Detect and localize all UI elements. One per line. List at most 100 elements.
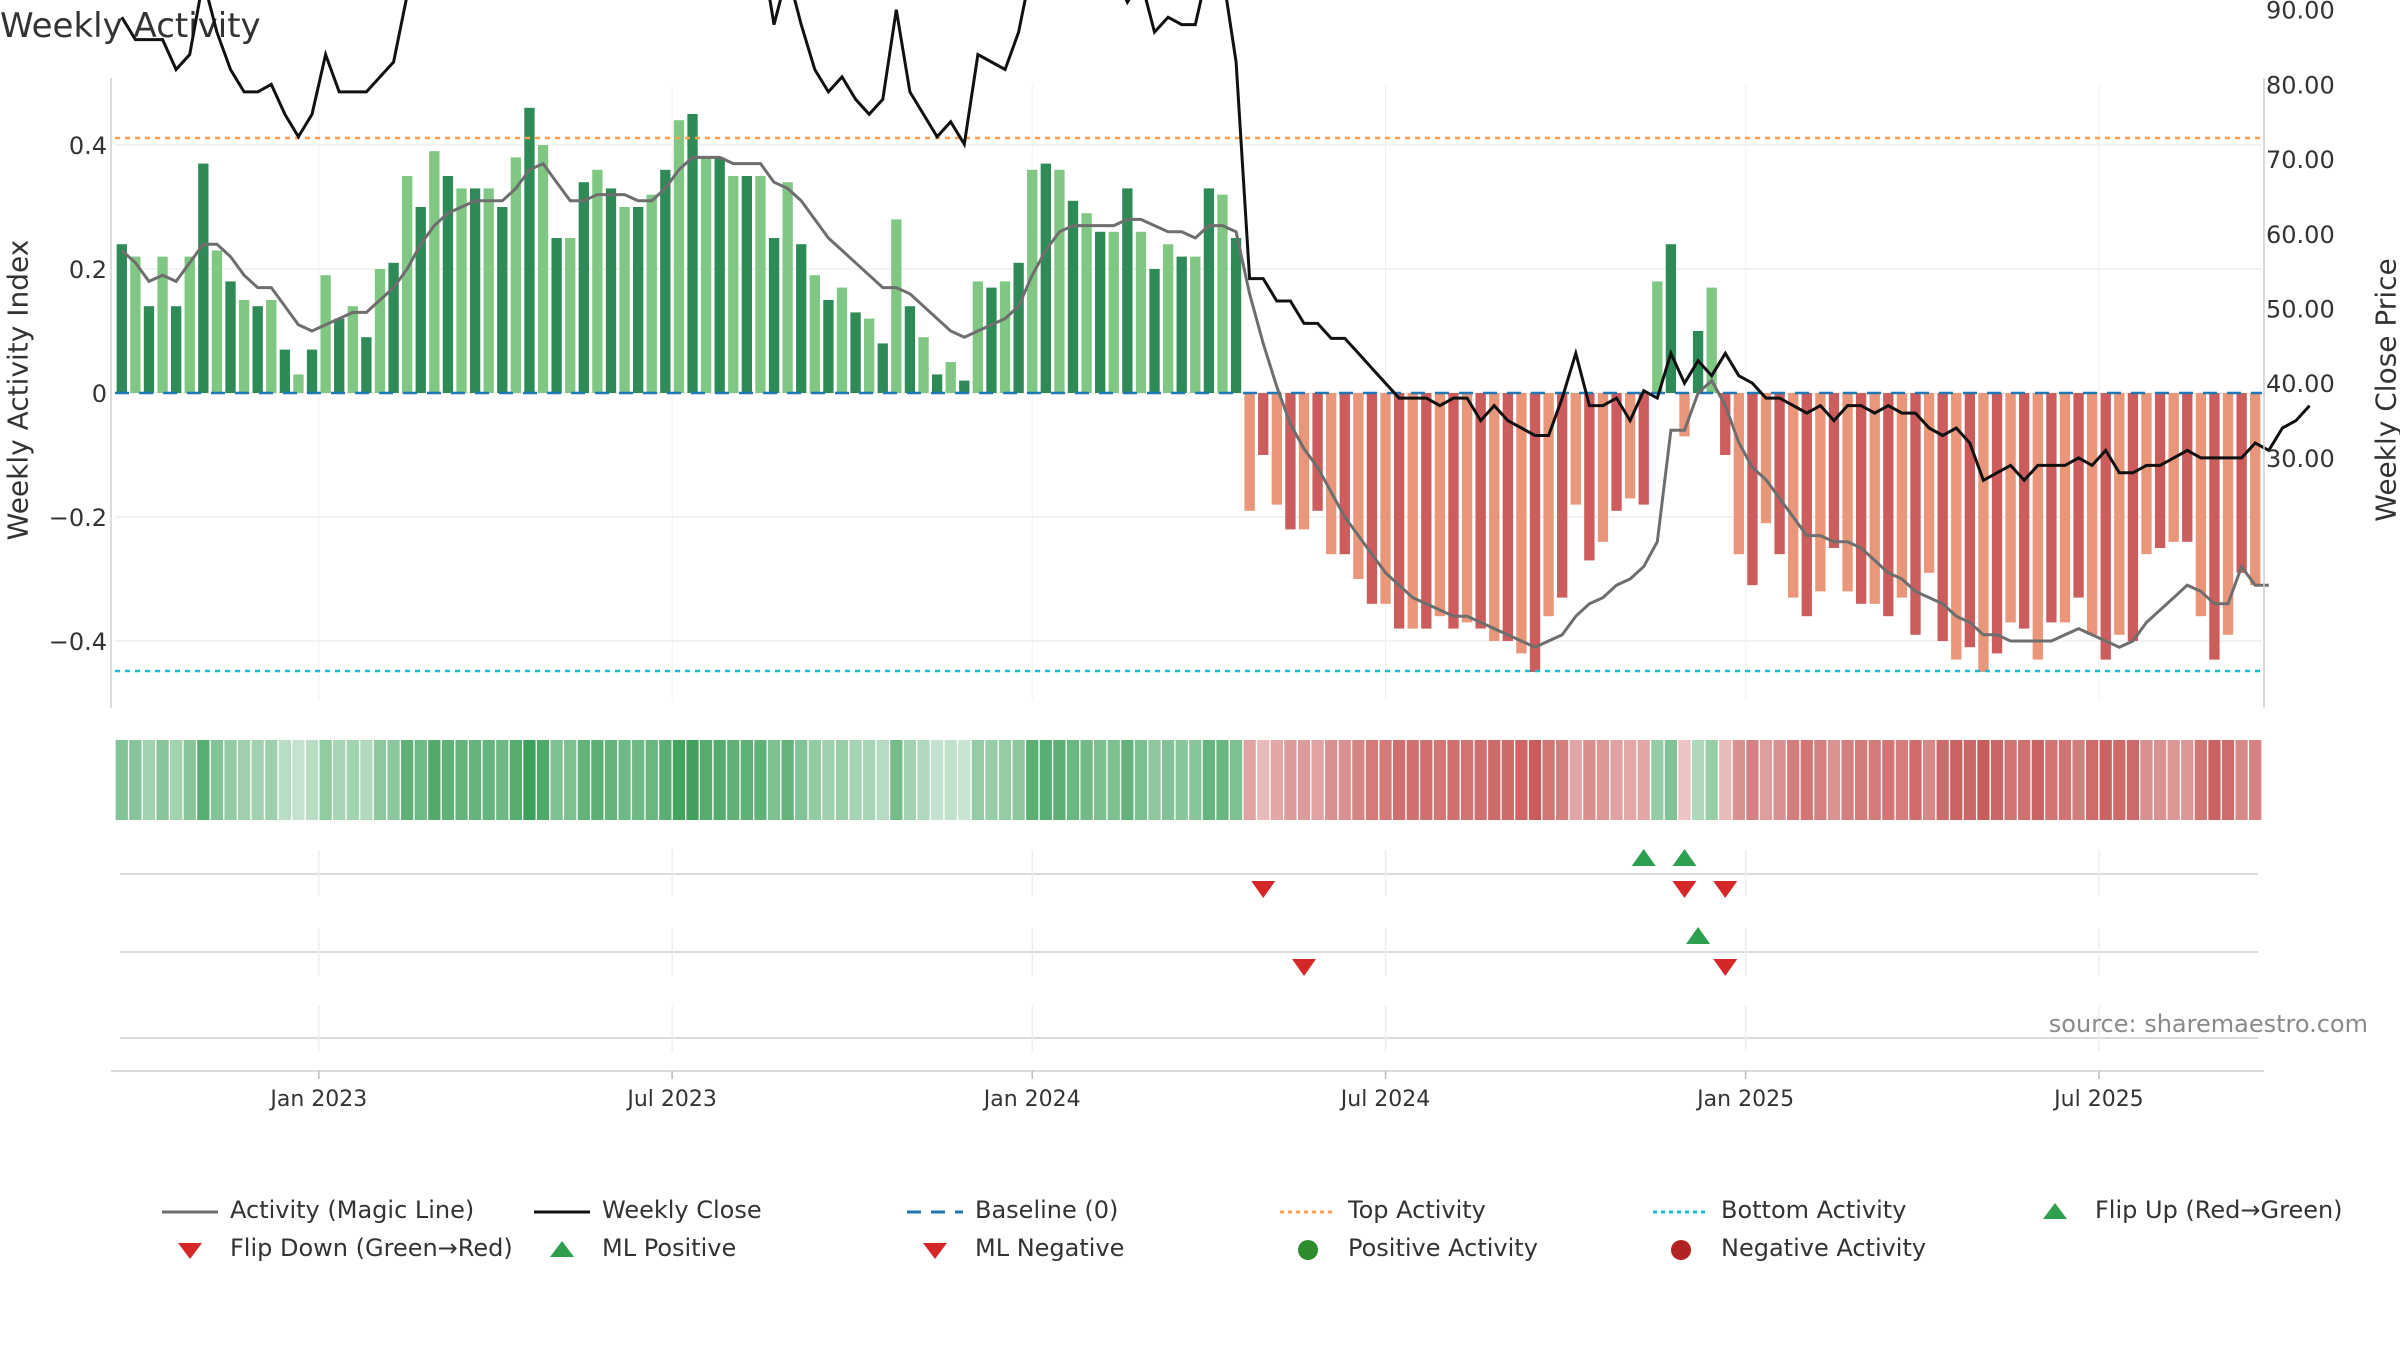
- heat-cell: [1719, 740, 1732, 820]
- activity-bar: [1720, 393, 1731, 455]
- heat-cell: [360, 740, 373, 820]
- activity-bar: [1258, 393, 1269, 455]
- heat-cell: [1841, 740, 1854, 820]
- activity-bar: [1951, 393, 1962, 660]
- legend-swatch-icon: [1278, 1238, 1338, 1260]
- heat-cell: [1393, 740, 1406, 820]
- heat-cell: [1121, 740, 1134, 820]
- activity-bar: [1217, 194, 1228, 393]
- heat-cell: [428, 740, 441, 820]
- heat-cell: [618, 740, 631, 820]
- heat-cell: [1691, 740, 1705, 820]
- x-tick-label: Jan 2025: [1695, 1087, 1794, 1112]
- heat-cell: [292, 740, 305, 820]
- activity-bar: [1393, 393, 1405, 629]
- activity-bar: [1461, 393, 1473, 623]
- activity-bar: [1747, 393, 1758, 586]
- legend-swatch-icon: [1651, 1238, 1711, 1260]
- heat-cell: [441, 740, 455, 820]
- heat-cell: [876, 740, 889, 820]
- heat-cell: [536, 740, 550, 820]
- right-tick-label: 70.00: [2266, 146, 2335, 174]
- heat-cell: [1678, 740, 1691, 820]
- activity-bar: [850, 312, 861, 393]
- heat-cell: [1352, 740, 1365, 820]
- activity-bar: [1529, 393, 1541, 672]
- heat-cell: [468, 740, 482, 820]
- heat-cell: [2031, 740, 2044, 820]
- activity-bar: [891, 219, 902, 393]
- activity-bar: [1665, 244, 1677, 393]
- heat-cell: [795, 740, 808, 820]
- activity-bar: [524, 107, 535, 394]
- legend-label: Positive Activity: [1348, 1234, 1538, 1262]
- activity-bar: [334, 318, 345, 393]
- right-tick-label: 50.00: [2266, 296, 2335, 324]
- x-axis: Jan 2023 Jul 2023 Jan 2024 Jul 2024 Jan 2025…: [111, 1070, 2264, 1112]
- activity-bar: [1774, 393, 1785, 555]
- flip-down-marker: [1251, 881, 1276, 898]
- activity-bar: [2154, 393, 2166, 548]
- heat-cell: [1297, 740, 1311, 820]
- heat-cell: [401, 740, 414, 820]
- legend-item: Negative Activity: [1651, 1234, 1926, 1262]
- heat-cell: [1950, 740, 1963, 820]
- heat-cell: [142, 740, 156, 820]
- heat-cell: [1229, 740, 1243, 820]
- heat-cell: [591, 740, 604, 820]
- activity-bar: [565, 238, 576, 393]
- activity-bar: [877, 343, 888, 393]
- heat-cell: [604, 740, 618, 820]
- activity-bar: [945, 362, 956, 393]
- activity-bar: [1910, 393, 1921, 635]
- heat-cell: [903, 740, 917, 820]
- heat-cell: [496, 740, 509, 820]
- activity-bar: [864, 318, 875, 393]
- heat-cell: [346, 740, 359, 820]
- heat-cell: [482, 740, 495, 820]
- activity-bar: [1244, 393, 1255, 511]
- activity-bar: [2032, 393, 2043, 660]
- activity-bar: [809, 275, 820, 393]
- source-credit: source: sharemaestro.com: [2048, 1010, 2368, 1038]
- activity-bar: [986, 287, 997, 393]
- activity-bar: [1611, 393, 1622, 511]
- activity-bar: [130, 256, 141, 393]
- activity-bar: [2100, 393, 2111, 660]
- flip-down-marker: [1713, 881, 1738, 898]
- activity-bar: [293, 374, 304, 393]
- heat-cell: [1365, 740, 1379, 820]
- legend-label: ML Positive: [602, 1234, 737, 1262]
- activity-bar: [116, 244, 127, 393]
- heat-cell: [265, 740, 278, 820]
- magic-line: [120, 155, 2269, 649]
- left-tick-label: −0.2: [49, 504, 107, 532]
- heat-cell: [713, 740, 726, 820]
- activity-bar: [646, 194, 657, 393]
- heat-cell: [740, 740, 753, 820]
- heat-cell: [835, 740, 849, 820]
- heat-cell: [1624, 740, 1637, 820]
- heat-cell: [319, 740, 332, 820]
- activity-bar: [1190, 256, 1201, 393]
- heat-cell: [1311, 740, 1324, 820]
- activity-bar: [904, 306, 916, 393]
- heat-cell: [1026, 740, 1039, 820]
- activity-bar: [2195, 393, 2207, 617]
- activity-bar: [1815, 393, 1826, 592]
- activity-bar: [469, 188, 481, 393]
- legend-label: Top Activity: [1348, 1196, 1486, 1224]
- activity-bar: [1788, 393, 1799, 598]
- heat-cell: [1596, 740, 1610, 820]
- heat-cell: [2221, 740, 2235, 820]
- heat-cell: [1936, 740, 1949, 820]
- heat-cell: [564, 740, 577, 820]
- activity-bar: [1067, 200, 1079, 393]
- legend-label: Baseline (0): [975, 1196, 1119, 1224]
- activity-bar: [1271, 393, 1282, 505]
- heat-cell: [808, 740, 821, 820]
- legend-item: Positive Activity: [1278, 1234, 1538, 1262]
- activity-bar: [2019, 393, 2030, 629]
- heat-cell: [1855, 740, 1868, 820]
- heat-cell: [2018, 740, 2031, 820]
